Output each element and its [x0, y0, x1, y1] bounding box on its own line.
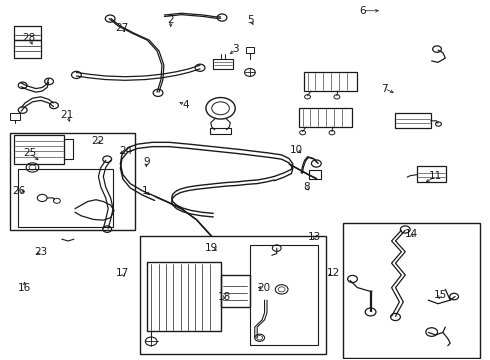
Bar [64, 139, 73, 159]
Bar [220, 275, 250, 307]
Text: 24: 24 [119, 145, 132, 156]
Text: 26: 26 [13, 186, 26, 196]
Bar [417, 166, 446, 182]
Bar [14, 135, 64, 164]
Text: 19: 19 [205, 243, 219, 253]
Text: 1: 1 [142, 186, 148, 196]
Text: 20: 20 [257, 283, 270, 293]
Bar [246, 47, 254, 53]
Text: 7: 7 [381, 84, 388, 94]
Bar [395, 113, 431, 128]
Text: 21: 21 [60, 111, 74, 121]
Text: 22: 22 [91, 136, 104, 145]
Text: 6: 6 [359, 6, 366, 16]
Text: 10: 10 [290, 144, 303, 154]
Text: 11: 11 [429, 171, 442, 181]
Text: 12: 12 [326, 268, 340, 278]
Text: 28: 28 [23, 33, 36, 43]
Bar [14, 26, 41, 40]
Text: 18: 18 [218, 292, 231, 302]
Text: 25: 25 [24, 148, 37, 158]
Bar [250, 244, 318, 345]
Text: 4: 4 [182, 100, 189, 110]
Text: 5: 5 [247, 15, 254, 26]
Text: 15: 15 [434, 290, 447, 300]
Bar [210, 128, 231, 134]
Bar [299, 108, 352, 127]
Text: 23: 23 [34, 247, 48, 257]
Bar [343, 223, 480, 357]
Bar [140, 235, 326, 354]
Bar [309, 170, 321, 179]
Text: 3: 3 [232, 44, 239, 54]
Text: 14: 14 [405, 229, 418, 239]
Text: 9: 9 [143, 157, 149, 167]
Text: 13: 13 [308, 232, 321, 242]
Bar [14, 40, 41, 58]
Text: 8: 8 [303, 182, 309, 192]
Text: 2: 2 [168, 15, 174, 26]
Bar [10, 113, 20, 120]
Bar [18, 169, 113, 226]
Bar [304, 72, 357, 91]
Bar [10, 134, 135, 230]
Bar [213, 59, 233, 69]
Bar [147, 262, 220, 330]
Text: 16: 16 [18, 283, 31, 293]
Text: 27: 27 [115, 23, 128, 33]
Text: 17: 17 [116, 268, 129, 278]
